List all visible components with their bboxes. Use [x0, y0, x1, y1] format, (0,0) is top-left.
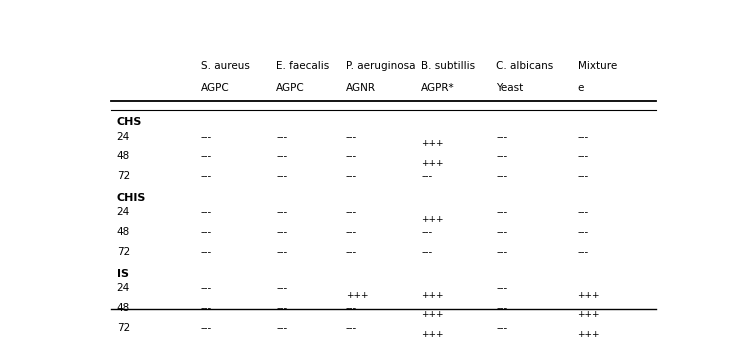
Text: AGPR*: AGPR*	[421, 83, 455, 93]
Text: ---: ---	[276, 227, 287, 237]
Text: 24: 24	[117, 283, 130, 293]
Text: ---: ---	[421, 227, 432, 237]
Text: ---: ---	[577, 227, 589, 237]
Text: ---: ---	[346, 323, 357, 333]
Text: CHS: CHS	[117, 117, 142, 127]
Text: ---: ---	[346, 247, 357, 257]
Text: ---: ---	[200, 227, 212, 237]
Text: +++: +++	[577, 330, 600, 339]
Text: ---: ---	[276, 247, 287, 257]
Text: ---: ---	[276, 132, 287, 142]
Text: CHIS: CHIS	[117, 193, 146, 203]
Text: Yeast: Yeast	[497, 83, 524, 93]
Text: IS: IS	[117, 269, 129, 279]
Text: ---: ---	[497, 227, 508, 237]
Text: ---: ---	[276, 207, 287, 218]
Text: +++: +++	[421, 310, 444, 320]
Text: ---: ---	[497, 171, 508, 181]
Text: Mixture: Mixture	[577, 61, 617, 71]
Text: AGPC: AGPC	[200, 83, 230, 93]
Text: ---: ---	[276, 303, 287, 313]
Text: 24: 24	[117, 207, 130, 218]
Text: e: e	[577, 83, 584, 93]
Text: +++: +++	[577, 310, 600, 320]
Text: 72: 72	[117, 171, 130, 181]
Text: ---: ---	[346, 171, 357, 181]
Text: ---: ---	[276, 151, 287, 161]
Text: +++: +++	[421, 330, 444, 339]
Text: 48: 48	[117, 227, 130, 237]
Text: ---: ---	[497, 283, 508, 293]
Text: 48: 48	[117, 151, 130, 161]
Text: ---: ---	[200, 247, 212, 257]
Text: ---: ---	[346, 207, 357, 218]
Text: +++: +++	[421, 159, 444, 168]
Text: ---: ---	[200, 171, 212, 181]
Text: ---: ---	[276, 323, 287, 333]
Text: ---: ---	[577, 171, 589, 181]
Text: +++: +++	[421, 139, 444, 148]
Text: 72: 72	[117, 323, 130, 333]
Text: P. aeruginosa: P. aeruginosa	[346, 61, 415, 71]
Text: ---: ---	[577, 207, 589, 218]
Text: ---: ---	[577, 132, 589, 142]
Text: ---: ---	[200, 283, 212, 293]
Text: ---: ---	[497, 303, 508, 313]
Text: 24: 24	[117, 132, 130, 142]
Text: +++: +++	[421, 291, 444, 300]
Text: +++: +++	[346, 291, 368, 300]
Text: ---: ---	[200, 323, 212, 333]
Text: 48: 48	[117, 303, 130, 313]
Text: AGNR: AGNR	[346, 83, 375, 93]
Text: E. faecalis: E. faecalis	[276, 61, 329, 71]
Text: ---: ---	[497, 151, 508, 161]
Text: ---: ---	[497, 207, 508, 218]
Text: C. albicans: C. albicans	[497, 61, 554, 71]
Text: B. subtillis: B. subtillis	[421, 61, 475, 71]
Text: +++: +++	[421, 215, 444, 224]
Text: ---: ---	[497, 247, 508, 257]
Text: ---: ---	[346, 132, 357, 142]
Text: ---: ---	[577, 247, 589, 257]
Text: ---: ---	[276, 283, 287, 293]
Text: ---: ---	[421, 247, 432, 257]
Text: ---: ---	[497, 323, 508, 333]
Text: S. aureus: S. aureus	[200, 61, 250, 71]
Text: ---: ---	[346, 151, 357, 161]
Text: ---: ---	[276, 171, 287, 181]
Text: ---: ---	[346, 303, 357, 313]
Text: ---: ---	[200, 303, 212, 313]
Text: ---: ---	[577, 151, 589, 161]
Text: 72: 72	[117, 247, 130, 257]
Text: ---: ---	[200, 151, 212, 161]
Text: ---: ---	[200, 207, 212, 218]
Text: ---: ---	[200, 132, 212, 142]
Text: +++: +++	[577, 291, 600, 300]
Text: ---: ---	[497, 132, 508, 142]
Text: AGPC: AGPC	[276, 83, 305, 93]
Text: ---: ---	[421, 171, 432, 181]
Text: ---: ---	[346, 227, 357, 237]
